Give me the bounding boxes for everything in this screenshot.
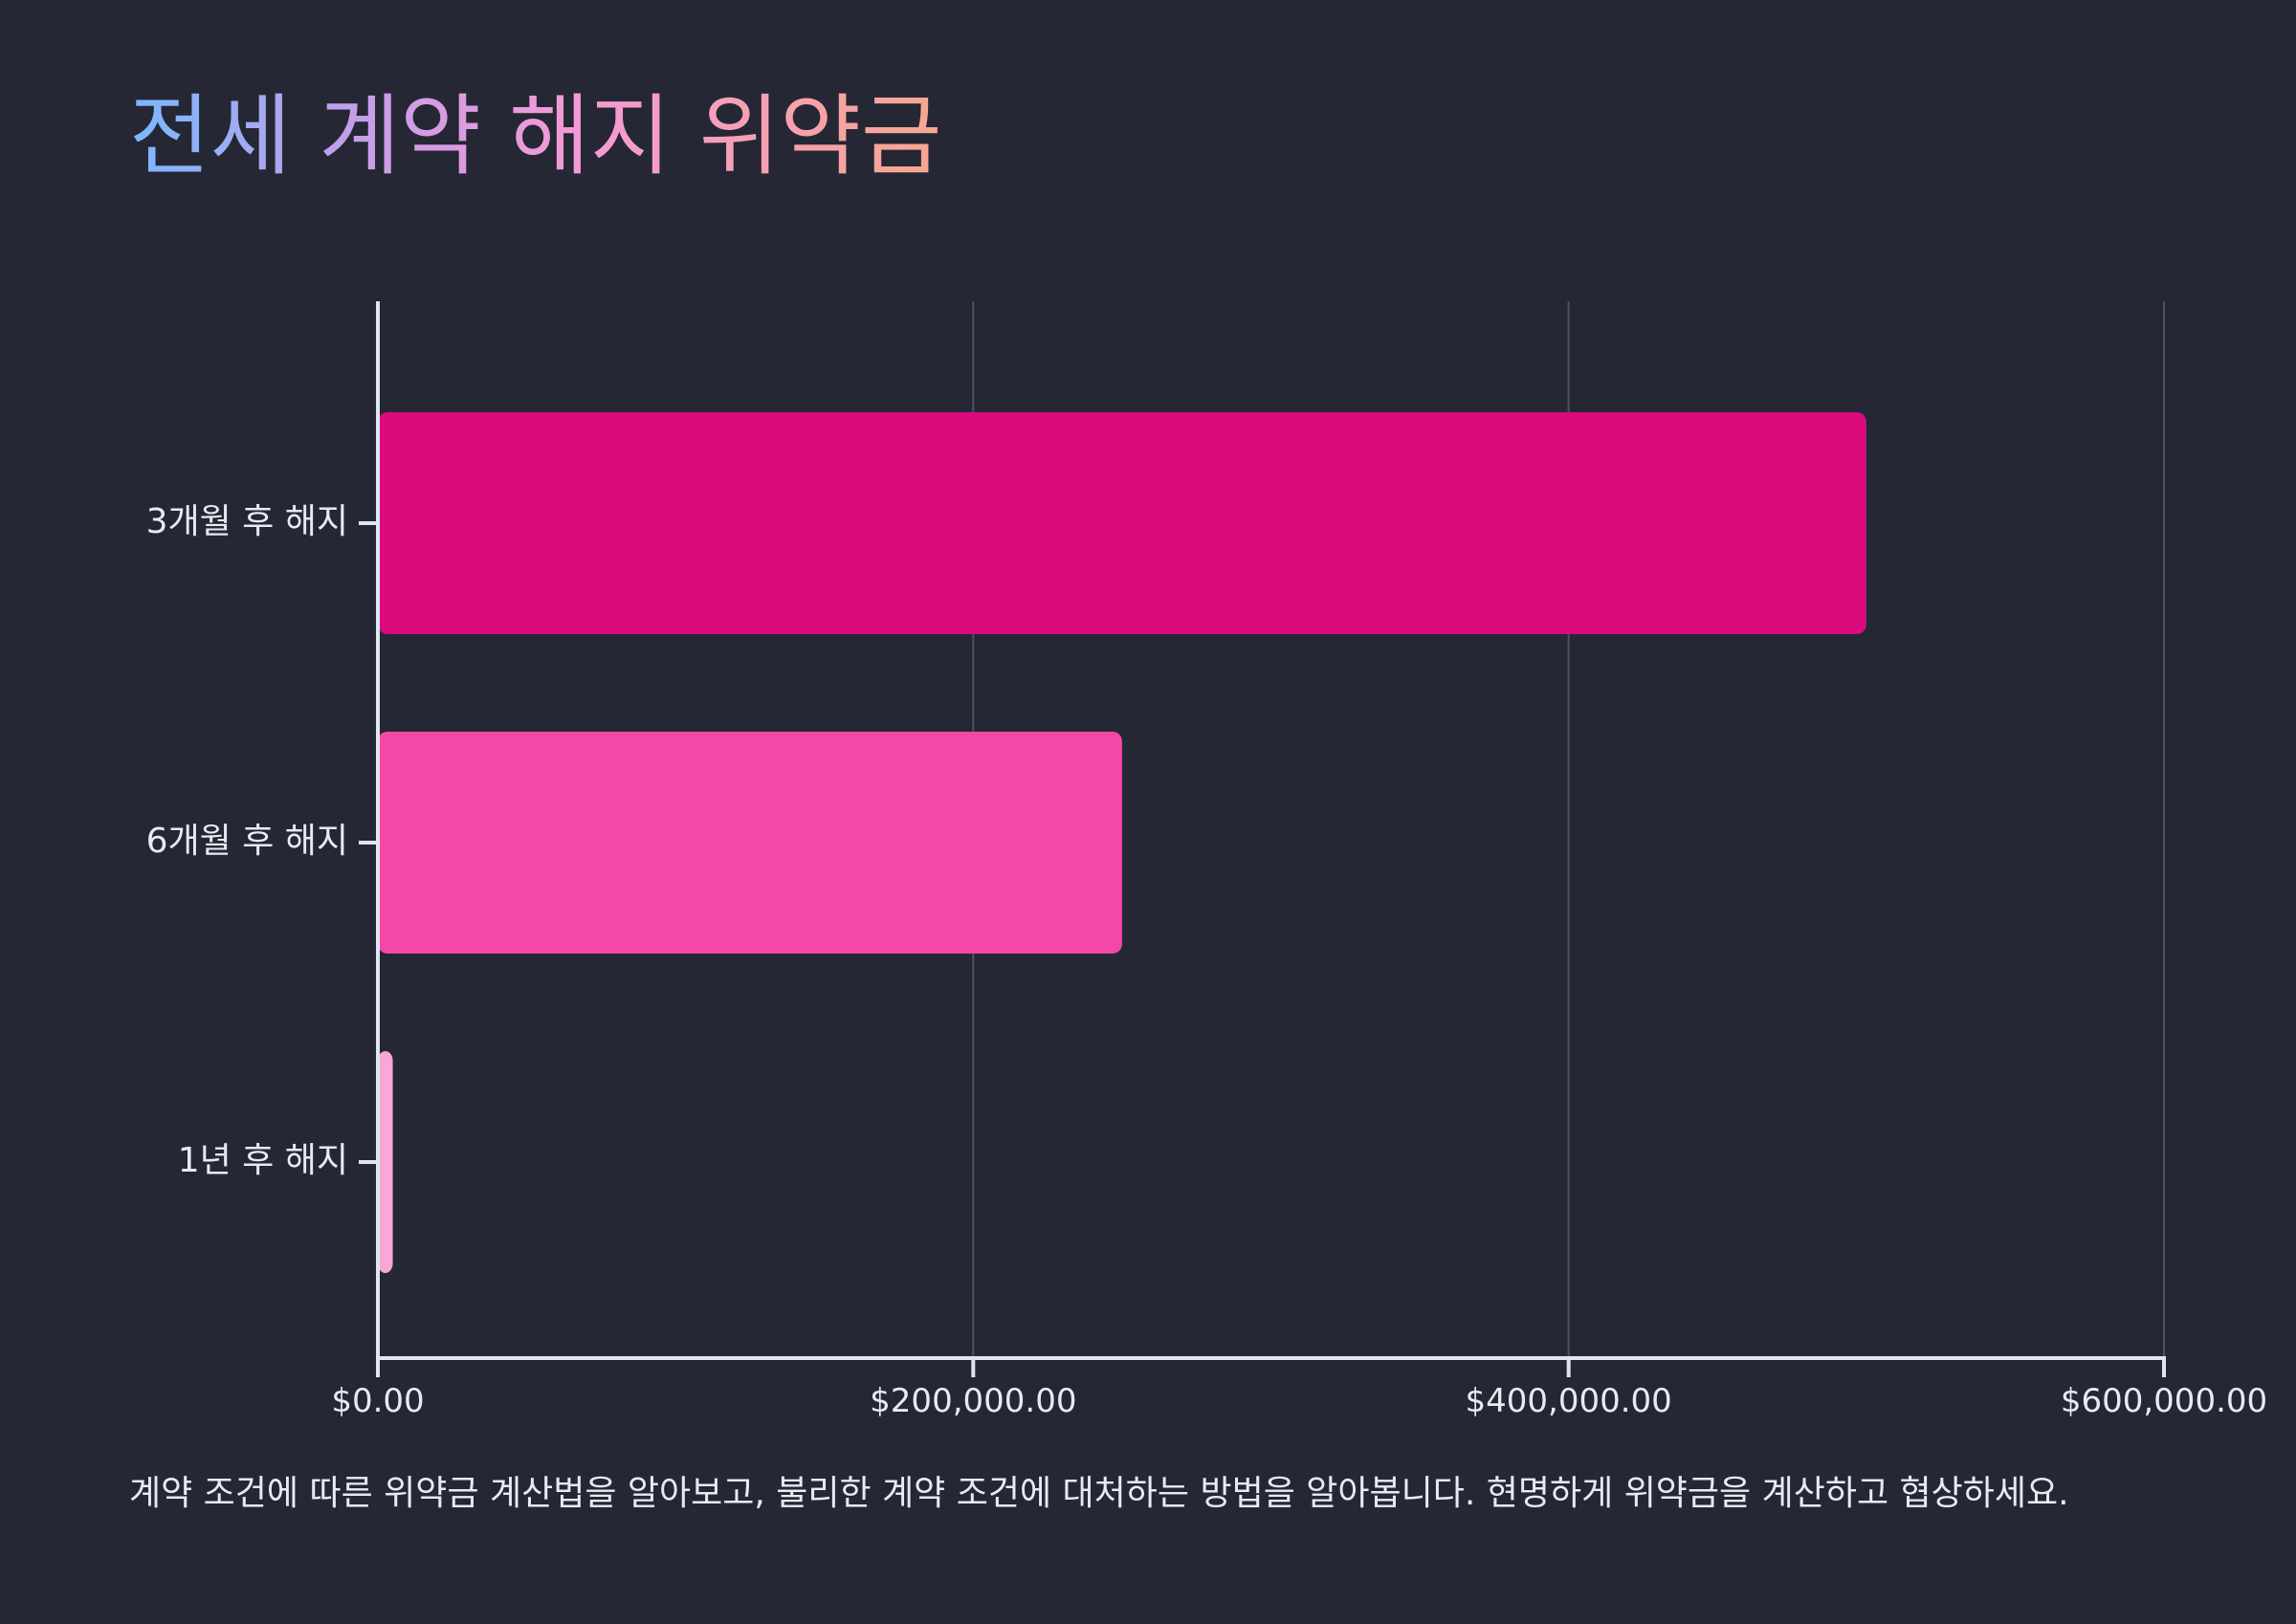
tick-labels: $0.00 $200,000.00 $400,000.00 $600,000.00 3개… bbox=[146, 502, 2268, 1420]
chart-title: 전세 계약 해지 위약금 bbox=[129, 84, 942, 189]
bar-2 bbox=[378, 732, 1122, 954]
x-tick-label: $600,000.00 bbox=[2061, 1382, 2267, 1420]
bar-1 bbox=[378, 412, 1866, 634]
axes bbox=[359, 301, 2166, 1377]
bars bbox=[378, 412, 1866, 1273]
bar-3 bbox=[378, 1051, 393, 1273]
category-label: 3개월 후 해지 bbox=[146, 502, 348, 541]
x-tick-label: $400,000.00 bbox=[1466, 1382, 1672, 1420]
category-label: 6개월 후 해지 bbox=[146, 822, 348, 861]
category-label: 1년 후 해지 bbox=[178, 1141, 348, 1180]
chart-footnote: 계약 조건에 따른 위약금 계산법을 알아보고, 불리한 계약 조건에 대처하는… bbox=[129, 1474, 2069, 1513]
x-tick-label: $200,000.00 bbox=[870, 1382, 1076, 1420]
x-tick-label: $0.00 bbox=[331, 1382, 424, 1420]
